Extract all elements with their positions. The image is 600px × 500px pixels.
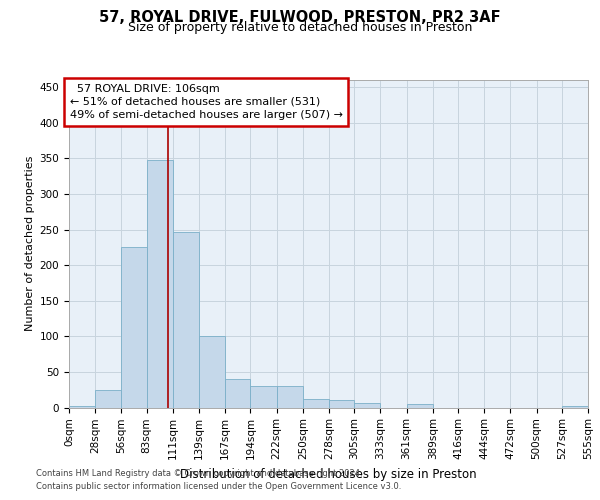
Bar xyxy=(173,232,199,408)
Bar xyxy=(303,399,329,407)
Text: Contains public sector information licensed under the Open Government Licence v3: Contains public sector information licen… xyxy=(36,482,401,491)
X-axis label: Distribution of detached houses by size in Preston: Distribution of detached houses by size … xyxy=(180,468,477,480)
Bar xyxy=(277,386,303,407)
Bar xyxy=(95,390,121,407)
Text: Size of property relative to detached houses in Preston: Size of property relative to detached ho… xyxy=(128,21,472,34)
Bar xyxy=(69,406,95,407)
Text: Contains HM Land Registry data © Crown copyright and database right 2024.: Contains HM Land Registry data © Crown c… xyxy=(36,468,362,477)
Bar xyxy=(225,379,250,408)
Bar xyxy=(199,336,225,407)
Bar xyxy=(562,406,588,407)
Text: 57, ROYAL DRIVE, FULWOOD, PRESTON, PR2 3AF: 57, ROYAL DRIVE, FULWOOD, PRESTON, PR2 3… xyxy=(99,10,501,25)
Bar xyxy=(354,403,380,407)
Bar xyxy=(121,246,146,408)
Y-axis label: Number of detached properties: Number of detached properties xyxy=(25,156,35,332)
Bar xyxy=(146,160,173,408)
Text: 57 ROYAL DRIVE: 106sqm
← 51% of detached houses are smaller (531)
49% of semi-de: 57 ROYAL DRIVE: 106sqm ← 51% of detached… xyxy=(70,84,343,120)
Bar xyxy=(407,404,433,407)
Bar xyxy=(329,400,354,407)
Bar xyxy=(250,386,277,407)
